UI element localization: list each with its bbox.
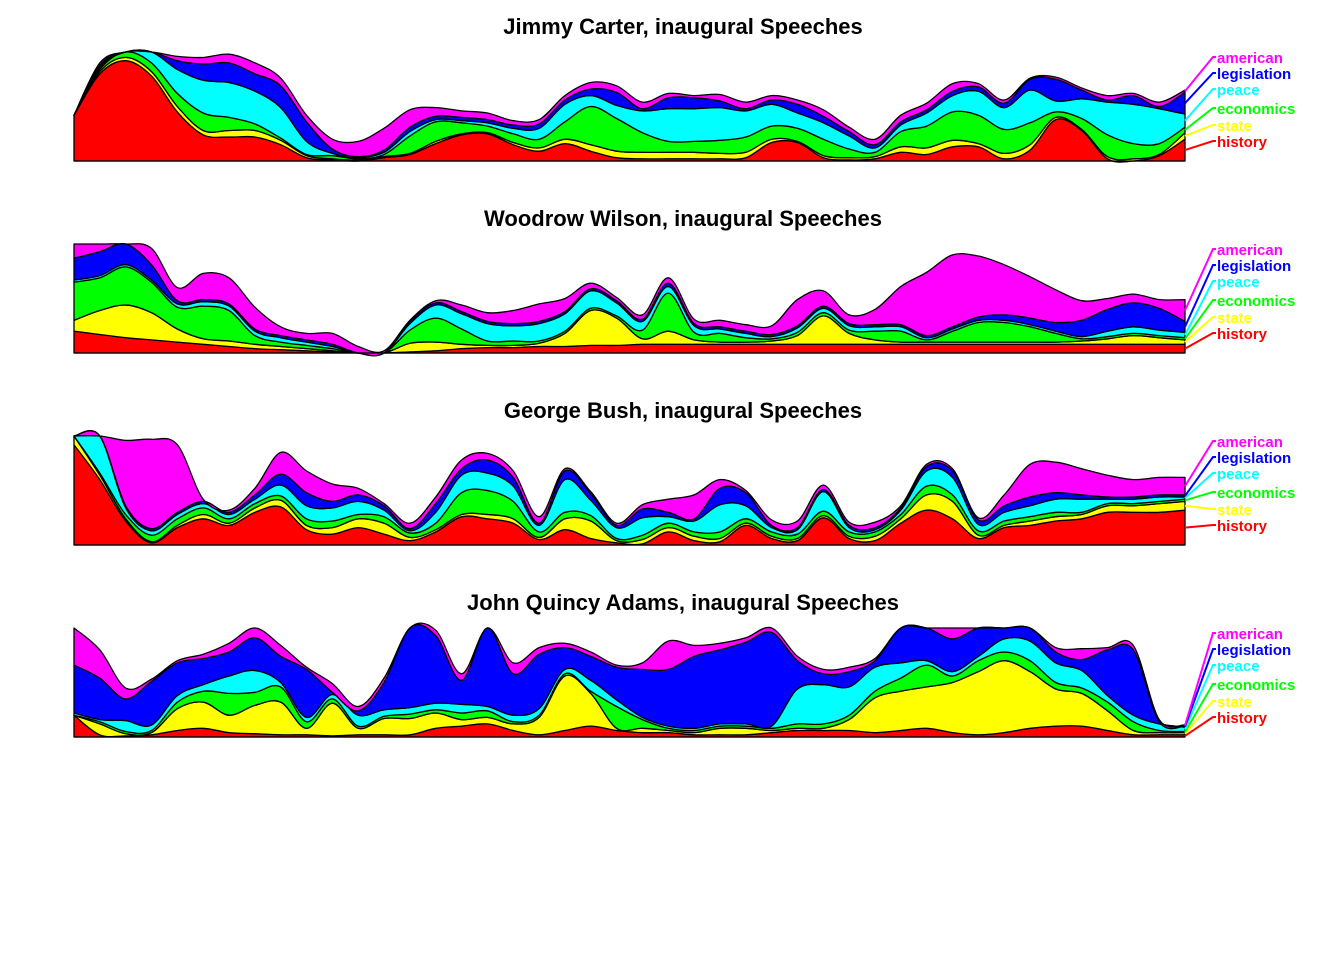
legend-connector-state <box>1184 124 1216 137</box>
legend-label-legislation: legislation <box>1217 66 1291 83</box>
legend-connector-economics <box>1184 107 1216 131</box>
legend-connector-legislation <box>1184 72 1216 104</box>
chart-panel-4: John Quincy Adams, inaugural Speeches his… <box>73 590 1295 738</box>
legend-connector-history <box>1184 332 1216 350</box>
legend-label-state: state <box>1217 694 1252 711</box>
legend-label-peace: peace <box>1217 274 1260 291</box>
chart-panel-3: George Bush, inaugural Speeches historyst… <box>73 398 1295 546</box>
legend-connector-history <box>1184 716 1216 737</box>
legend-connector-american <box>1184 56 1216 92</box>
legend-label-american: american <box>1217 434 1283 451</box>
legend-connector-state <box>1184 700 1216 735</box>
legend-label-economics: economics <box>1217 485 1295 502</box>
legend-connector-american <box>1184 248 1216 311</box>
legend-connector-history <box>1184 140 1216 152</box>
legend-connector-peace <box>1184 664 1216 730</box>
legend-label-peace: peace <box>1217 466 1260 483</box>
legend-connector-peace <box>1184 280 1216 336</box>
legend-label-history: history <box>1217 134 1268 151</box>
legend-label-american: american <box>1217 626 1283 643</box>
legend-label-economics: economics <box>1217 293 1295 310</box>
legend-connector-state <box>1184 504 1216 510</box>
chart-panel-2: Woodrow Wilson, inaugural Speeches histor… <box>73 206 1295 357</box>
legend-label-history: history <box>1217 518 1268 535</box>
chart-panel-1: Jimmy Carter, inaugural Speeches historys… <box>73 14 1295 163</box>
legend-label-state: state <box>1217 502 1252 519</box>
legend-label-state: state <box>1217 118 1252 135</box>
legend-label-legislation: legislation <box>1217 258 1291 275</box>
chart-title: George Bush, inaugural Speeches <box>504 398 862 423</box>
chart-title: Woodrow Wilson, inaugural Speeches <box>484 206 882 231</box>
legend-connector-legislation <box>1184 648 1216 727</box>
legend-connector-economics <box>1184 683 1216 733</box>
legend-label-peace: peace <box>1217 82 1260 99</box>
legend-label-legislation: legislation <box>1217 450 1291 467</box>
stream-layer-american <box>73 242 1186 357</box>
legend-label-economics: economics <box>1217 677 1295 694</box>
legend-label-state: state <box>1217 310 1252 327</box>
legend-label-history: history <box>1217 326 1268 343</box>
legend-connector-peace <box>1184 88 1216 122</box>
legend-connector-economics <box>1184 299 1216 340</box>
legend-connector-legislation <box>1184 456 1216 497</box>
legend-label-peace: peace <box>1217 658 1260 675</box>
chart-title: John Quincy Adams, inaugural Speeches <box>467 590 899 615</box>
legend-connector-economics <box>1184 491 1216 502</box>
legend-connector-legislation <box>1184 264 1216 328</box>
legend-connector-american <box>1184 632 1216 726</box>
legend-label-history: history <box>1217 710 1268 727</box>
legend-label-american: american <box>1217 242 1283 259</box>
chart-title: Jimmy Carter, inaugural Speeches <box>503 14 863 39</box>
legend-label-legislation: legislation <box>1217 642 1291 659</box>
legend-connector-history <box>1184 524 1216 529</box>
legend-connector-peace <box>1184 472 1216 499</box>
legend-connector-state <box>1184 316 1216 343</box>
legend-label-economics: economics <box>1217 101 1295 118</box>
legend-connector-american <box>1184 440 1216 487</box>
legend-label-american: american <box>1217 50 1283 67</box>
